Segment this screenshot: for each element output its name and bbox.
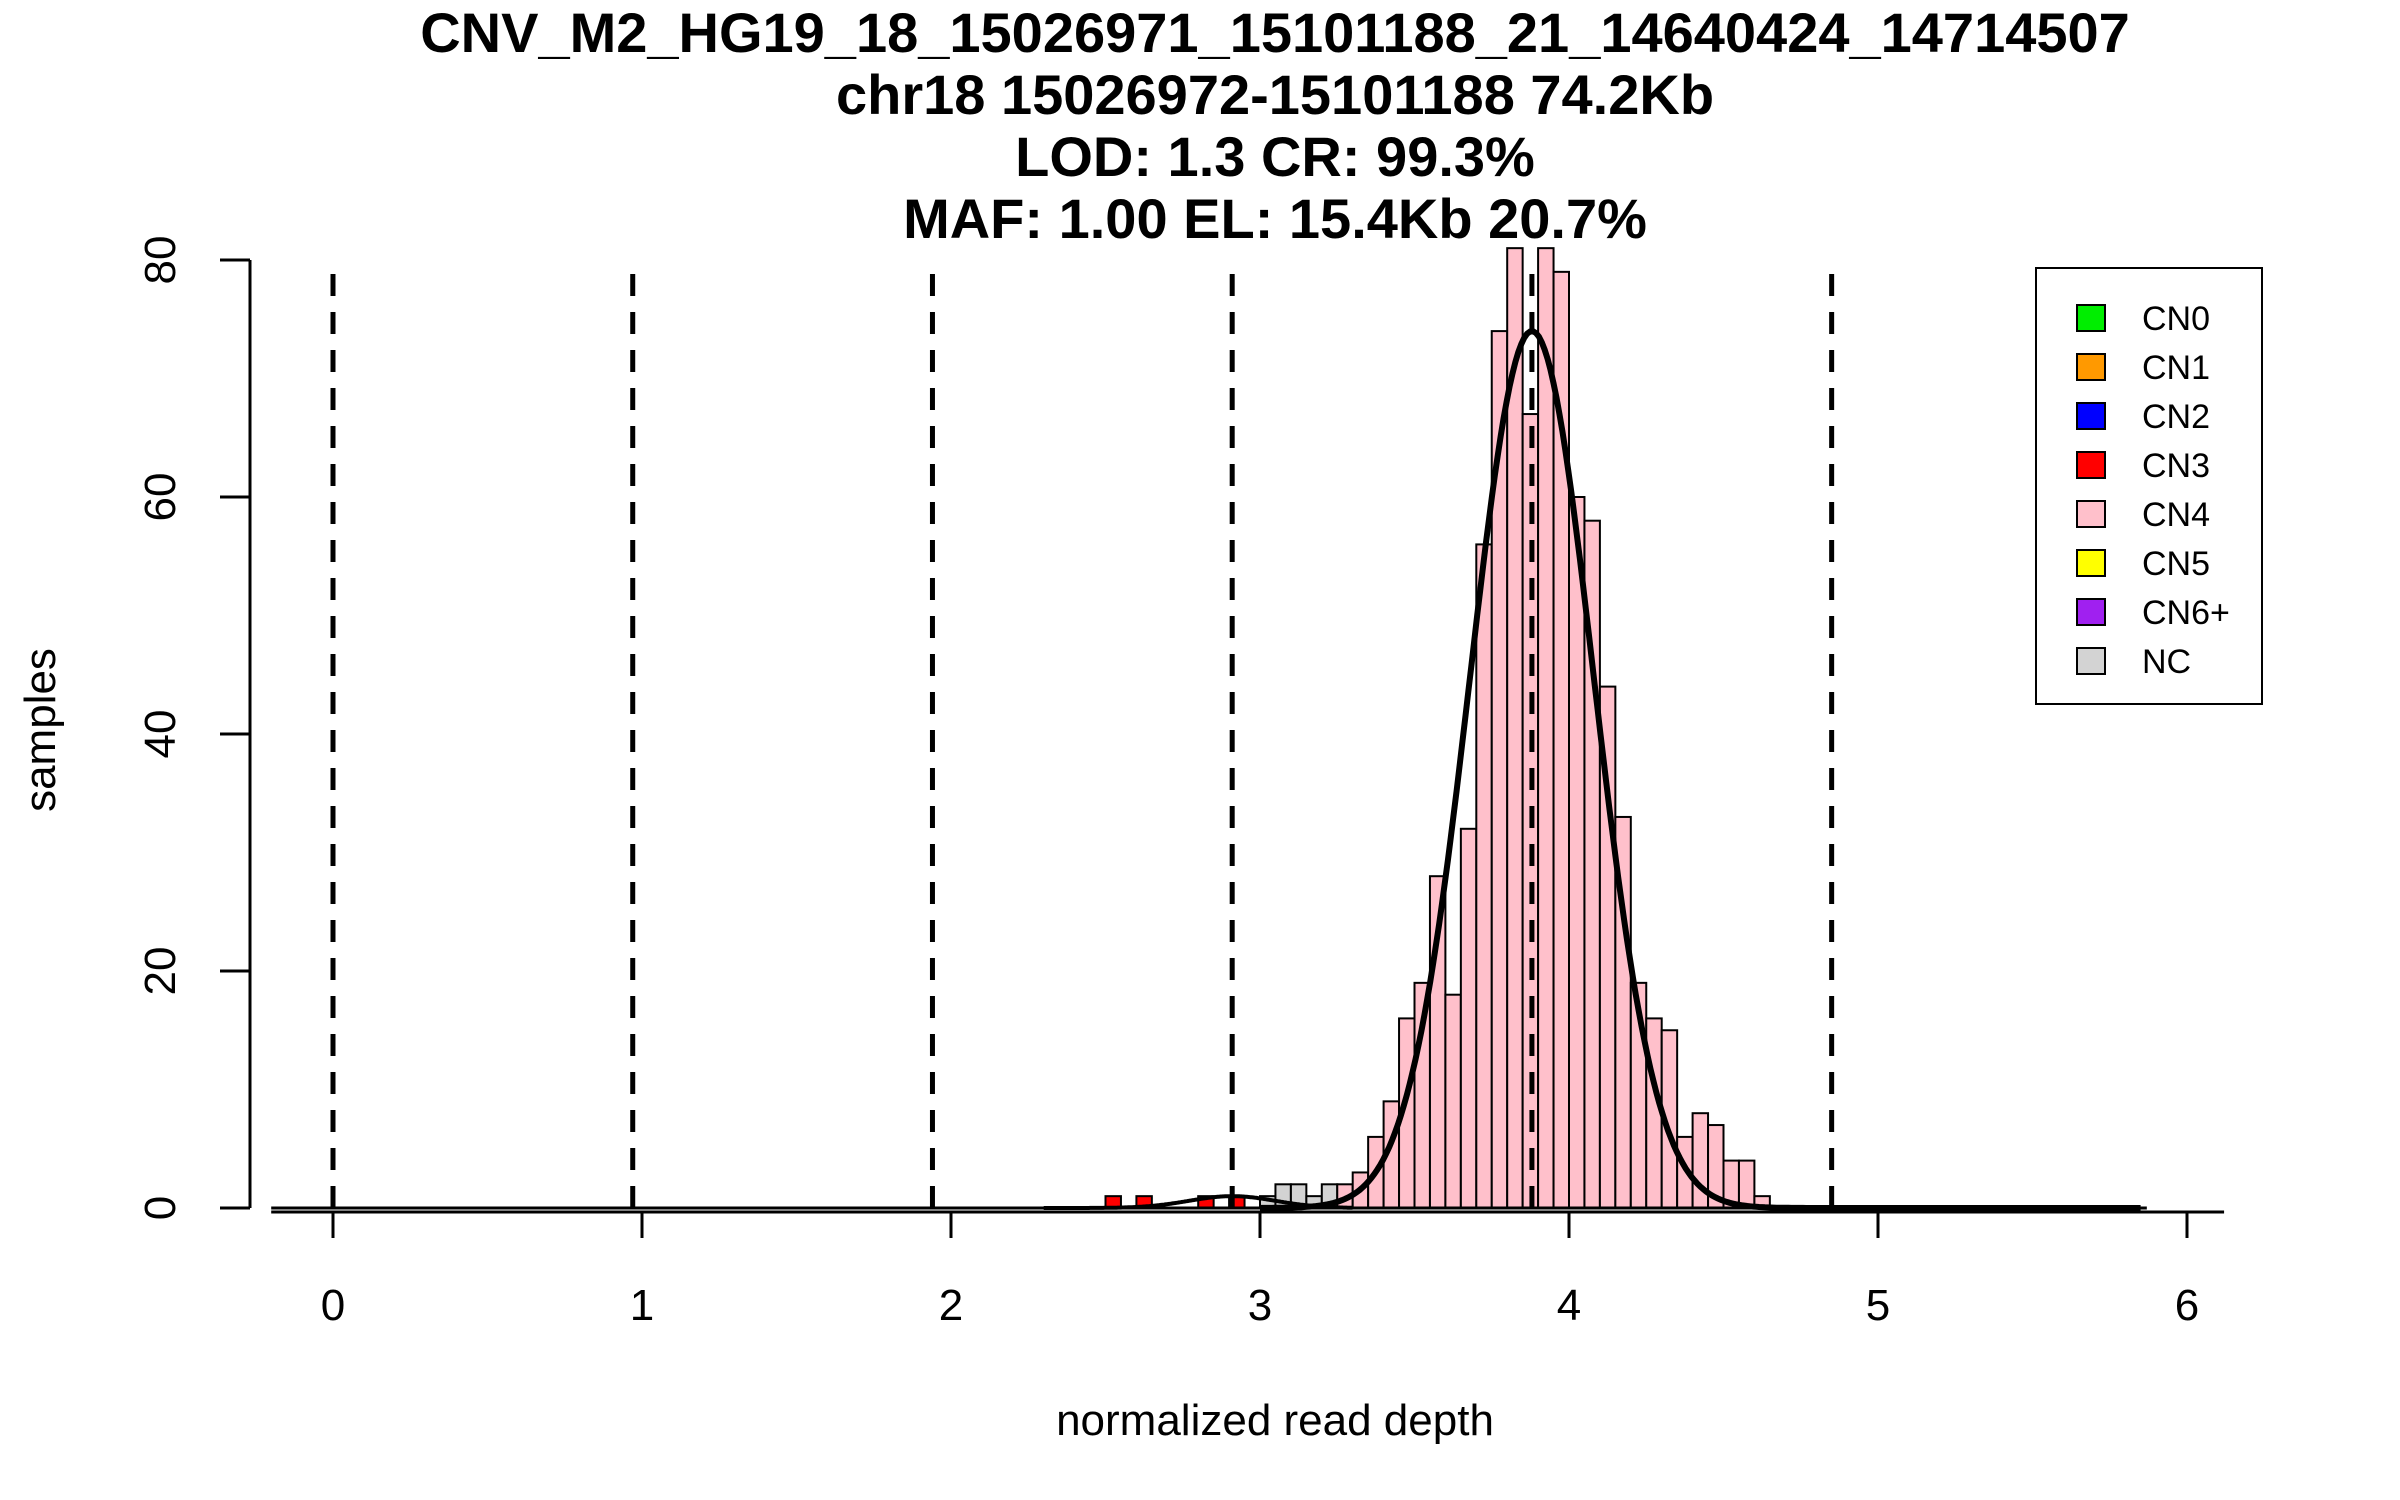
histogram-bar <box>1537 247 1555 1209</box>
legend-label: CN3 <box>2142 447 2210 485</box>
legend-swatch <box>2076 647 2106 675</box>
legend-swatch <box>2076 451 2106 479</box>
histogram-bar <box>1737 1159 1756 1209</box>
y-tick-label: 0 <box>136 1196 185 1220</box>
legend-swatch <box>2076 353 2106 381</box>
x-tick-label: 2 <box>939 1281 963 1330</box>
copy-number-dashed-lines <box>330 270 1835 1208</box>
legend-label: CN1 <box>2142 349 2210 387</box>
legend: CN0 CN1 CN2 CN3 CN4 CN5 CN6+ NC <box>2035 267 2263 705</box>
chart-title-line-2: chr18 15026972-15101188 74.2Kb <box>836 63 1714 126</box>
legend-label: CN0 <box>2142 300 2210 338</box>
bars-layer <box>1104 247 1771 1210</box>
histogram-bar <box>1444 993 1462 1210</box>
histogram-bar <box>1475 543 1493 1209</box>
legend-swatch <box>2076 500 2106 528</box>
histogram-bar <box>1568 496 1586 1209</box>
legend-label: CN4 <box>2142 496 2210 534</box>
x-tick-label: 3 <box>1248 1281 1272 1330</box>
legend-swatch <box>2076 304 2106 332</box>
x-tick-label: 0 <box>321 1281 345 1330</box>
legend-swatch <box>2076 549 2106 577</box>
fit-curve-layer <box>271 328 2147 1211</box>
legend-swatch <box>2076 402 2106 430</box>
fit-curve <box>1260 328 2141 1211</box>
x-tick-label: 1 <box>630 1281 654 1330</box>
legend-label: CN5 <box>2142 545 2210 583</box>
y-tick-label: 80 <box>136 236 185 285</box>
y-tick-label: 20 <box>136 947 185 996</box>
fit-curve <box>1043 1194 1353 1210</box>
legend-label: NC <box>2142 643 2191 681</box>
x-tick-label: 4 <box>1557 1281 1581 1330</box>
histogram-bar <box>1459 827 1478 1209</box>
x-tick-label: 6 <box>2175 1281 2199 1330</box>
chart-title-line-4: MAF: 1.00 EL: 15.4Kb 20.7% <box>903 187 1647 250</box>
x-axis-title: normalized read depth <box>1056 1396 1494 1445</box>
legend-items: CN0 CN1 CN2 CN3 CN4 CN5 CN6+ NC <box>2076 300 2230 681</box>
legend-label: CN6+ <box>2142 594 2230 632</box>
legend-box <box>2035 267 2263 705</box>
x-tick-label: 5 <box>1866 1281 1890 1330</box>
y-axis-title: samples <box>16 648 65 812</box>
chart-title-line-3: LOD: 1.3 CR: 99.3% <box>1015 125 1535 188</box>
legend-swatch <box>2076 598 2106 626</box>
y-tick-label: 40 <box>136 710 185 759</box>
legend-label: CN2 <box>2142 398 2210 436</box>
y-tick-label: 60 <box>136 473 185 522</box>
chart-title-line-1: CNV_M2_HG19_18_15026971_15101188_21_1464… <box>420 1 2130 64</box>
